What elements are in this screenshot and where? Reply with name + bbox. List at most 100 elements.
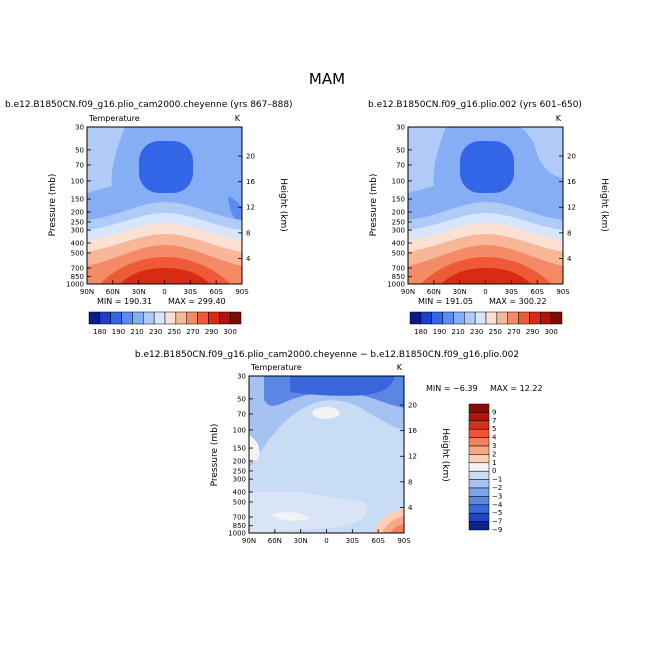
p1-ytick-label: 30 — [75, 124, 84, 132]
p3-ytick-label: 400 — [233, 488, 246, 496]
p2-ytick-label: 150 — [392, 196, 405, 204]
panel-2-units: K — [556, 114, 562, 123]
colorbar-swatch — [442, 311, 454, 325]
colorbar-swatch — [464, 311, 476, 325]
colorbar-label: −2 — [492, 484, 502, 492]
colorbar-label: 5 — [492, 425, 496, 433]
colorbar-label: 290 — [205, 328, 218, 336]
p1-ytick-label: 500 — [71, 249, 84, 257]
p1-height-tick-label: 8 — [246, 229, 250, 237]
colorbar-swatch — [468, 496, 490, 506]
p2-ytick-label: 1000 — [387, 281, 405, 289]
panel-3-min-label: MIN = −6.39 — [426, 384, 478, 393]
panel-3-title: b.e12.B1850CN.f09_g16.plio_cam2000.cheye… — [135, 350, 519, 360]
panel-1: b.e12.B1850CN.f09_g16.plio_cam2000.cheye… — [5, 100, 293, 336]
colorbar-swatch — [468, 412, 490, 422]
colorbar-label: 3 — [492, 442, 496, 450]
panel-1-ylabel: Pressure (mb) — [48, 174, 58, 237]
colorbar-swatch — [88, 311, 101, 325]
p2-xtick-label: 90S — [556, 288, 570, 296]
panel-2-min-label: MIN = 191.05 — [418, 297, 473, 306]
panel-1-max-label: MAX = 299.40 — [168, 297, 226, 306]
p2-ytick-label: 300 — [392, 227, 405, 235]
colorbar-label: −4 — [492, 501, 503, 509]
p2-xtick-label: 60S — [530, 288, 544, 296]
panel-3-field-label: Temperature — [250, 363, 302, 372]
panel-2-tropopause-cold-core — [460, 141, 514, 193]
p3-height-tick-label: 16 — [408, 427, 417, 435]
panel-3-band-near-zero-low — [249, 492, 367, 533]
panel-2-band-290 — [441, 268, 531, 284]
colorbar-swatch — [468, 521, 490, 531]
p3-ytick-label: 1000 — [228, 530, 246, 538]
colorbar-label: 180 — [93, 328, 106, 336]
colorbar-swatch — [485, 311, 498, 325]
p1-height-tick-label: 4 — [246, 255, 251, 263]
p3-ytick-label: 70 — [237, 410, 246, 418]
colorbar-swatch — [132, 311, 144, 325]
panel-1-contour-field — [87, 127, 242, 284]
colorbar-label: −7 — [492, 518, 502, 526]
p3-ytick-label: 200 — [233, 457, 246, 465]
figure-title: MAM — [309, 70, 345, 88]
colorbar-label: 300 — [544, 328, 557, 336]
colorbar-label: 4 — [492, 434, 497, 442]
colorbar-swatch — [453, 311, 465, 325]
colorbar-label: 210 — [130, 328, 143, 336]
colorbar-swatch — [409, 311, 422, 325]
panel-2-title: b.e12.B1850CN.f09_g16.plio.002 (yrs 601–… — [368, 100, 582, 110]
panel-2-colorbar: 180 190 210 230 250 270 290 300 — [409, 311, 563, 336]
colorbar-label: −5 — [492, 509, 502, 517]
panel-3-units: K — [397, 363, 403, 372]
p3-ytick-label: 700 — [233, 514, 246, 522]
p3-ytick-label: 250 — [233, 467, 246, 475]
panel-3-max-label: MAX = 12.22 — [490, 384, 543, 393]
p3-xtick-label: 90N — [242, 537, 256, 545]
colorbar-label: 250 — [168, 328, 181, 336]
p1-ytick-label: 70 — [75, 161, 84, 169]
colorbar-label: 180 — [414, 328, 427, 336]
panel-1-band-290 — [120, 268, 210, 284]
p2-ytick-label: 500 — [392, 249, 405, 257]
p1-ytick-label: 850 — [71, 273, 84, 281]
colorbar-label: 270 — [186, 328, 199, 336]
p2-height-tick-label: 4 — [567, 255, 572, 263]
colorbar-swatch — [110, 311, 122, 325]
p2-ytick-label: 850 — [392, 273, 405, 281]
p2-ytick-label: 50 — [396, 146, 405, 154]
colorbar-swatch — [468, 454, 490, 464]
colorbar-swatch — [468, 504, 490, 514]
p2-ytick-label: 400 — [392, 239, 405, 247]
p1-xtick-label: 30N — [132, 288, 146, 296]
p2-xtick-label: 60N — [427, 288, 441, 296]
p3-xtick-label: 90S — [397, 537, 411, 545]
colorbar-label: 2 — [492, 450, 496, 458]
p2-ytick-label: 700 — [392, 265, 405, 273]
panel-1-min-label: MIN = 190.31 — [97, 297, 152, 306]
colorbar-swatch — [496, 311, 508, 325]
colorbar-swatch — [468, 437, 490, 447]
colorbar-swatch — [468, 403, 490, 413]
p2-height-tick-label: 12 — [567, 204, 576, 212]
panel-2-ylabel: Pressure (mb) — [369, 174, 379, 237]
colorbar-swatch — [468, 479, 490, 489]
colorbar-swatch — [468, 487, 490, 497]
p3-height-tick-label: 8 — [408, 478, 412, 486]
colorbar-label: 290 — [526, 328, 539, 336]
p1-ytick-label: 700 — [71, 265, 84, 273]
panel-2-band-high-lat-n — [408, 127, 446, 193]
panel-2: b.e12.B1850CN.f09_g16.plio.002 (yrs 601–… — [368, 100, 609, 336]
panel-3-band-zero-north — [249, 435, 260, 462]
p1-height-tick-label: 20 — [246, 153, 255, 161]
p1-ytick-label: 150 — [71, 196, 84, 204]
p2-height-tick-label: 16 — [567, 178, 576, 186]
p3-ytick-label: 850 — [233, 522, 246, 530]
colorbar-swatch — [197, 311, 209, 325]
p1-ytick-label: 100 — [71, 177, 84, 185]
panel-1-band-high-lat-s — [228, 196, 242, 222]
colorbar-swatch — [468, 512, 490, 522]
panel-3: b.e12.B1850CN.f09_g16.plio_cam2000.cheye… — [135, 350, 543, 545]
